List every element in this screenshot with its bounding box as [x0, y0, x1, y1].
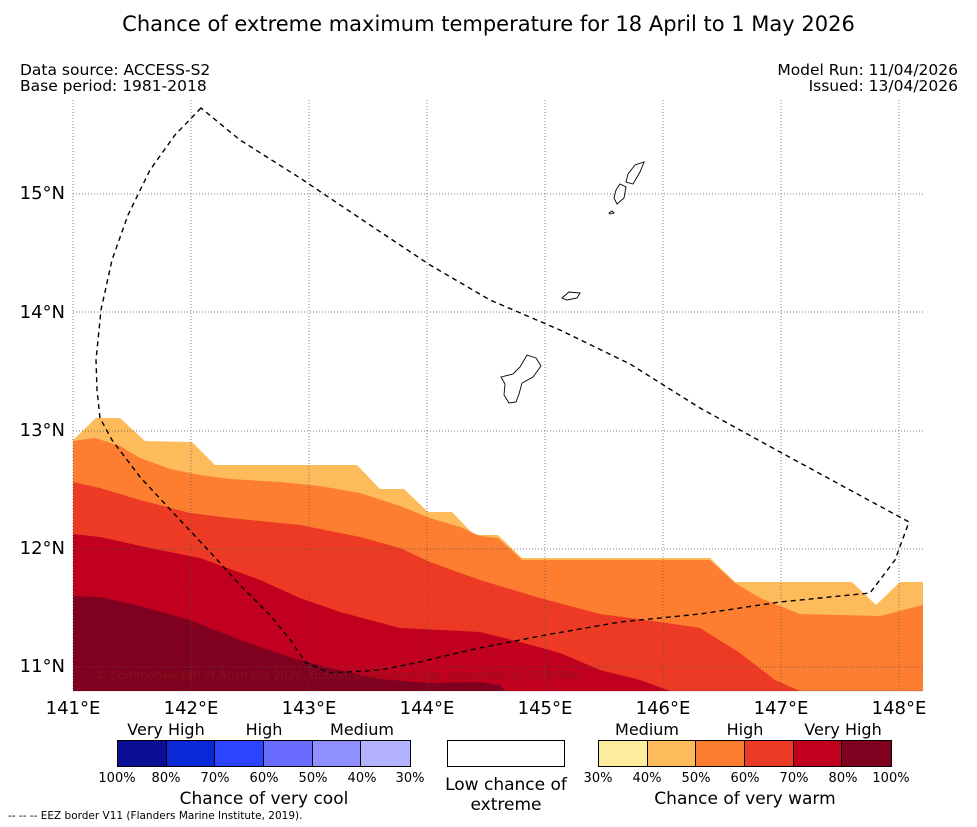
- warm-swatch-5: [793, 741, 843, 766]
- island-tinian: [613, 183, 627, 205]
- warm-category-medium: Medium: [615, 720, 679, 739]
- base-period-label: Base period: 1981-2018: [20, 77, 207, 95]
- chart-title: Chance of extreme maximum temperature fo…: [122, 12, 855, 36]
- islands: [500, 161, 645, 404]
- cool-pct-50: 50%: [298, 771, 328, 786]
- island-guam: [500, 354, 542, 404]
- lat-label-14: 14°N: [19, 302, 65, 323]
- warm-category-high: High: [726, 720, 764, 739]
- eez-legend-note: -- -- -- EEZ border V11 (Flanders Marine…: [8, 810, 303, 822]
- cool-category-high: High: [245, 720, 283, 739]
- lon-label-146: 146°E: [635, 698, 691, 719]
- warm-pct-80: 80%: [828, 771, 858, 786]
- warm-pct-70: 70%: [779, 771, 809, 786]
- low-chance-caption: Low chance of extreme: [445, 775, 567, 815]
- warm-bands: [73, 418, 923, 691]
- lon-label-147: 147°E: [753, 698, 809, 719]
- warm-pct-60: 60%: [730, 771, 760, 786]
- lon-label-142: 142°E: [163, 698, 219, 719]
- lon-label-148: 148°E: [871, 698, 927, 719]
- eez-border-line: [95, 107, 910, 674]
- cool-swatch-3: [215, 741, 265, 766]
- cool-caption: Chance of very cool: [179, 789, 349, 809]
- model-run-label: Model Run: 11/04/2026: [777, 61, 958, 79]
- low-chance-swatch: [447, 740, 565, 767]
- warm-pct-100: 100%: [872, 771, 910, 786]
- copyright-watermark: © Commonwealth of Australia 2026, Bureau…: [95, 668, 580, 682]
- warm-category-very-high: Very High: [804, 720, 882, 739]
- cool-swatch-4: [264, 741, 313, 766]
- cool-pct-30: 30%: [395, 771, 425, 786]
- cool-pct-100: 100%: [98, 771, 136, 786]
- warm-swatch-3: [696, 741, 746, 766]
- cool-swatch-6: [361, 741, 411, 766]
- warm-caption: Chance of very warm: [654, 789, 836, 809]
- warm-swatch-6: [842, 741, 892, 766]
- lat-label-13: 13°N: [19, 420, 65, 441]
- warm-colorbar: [598, 740, 892, 767]
- island-rota: [561, 291, 581, 301]
- cool-swatch-2: [166, 741, 216, 766]
- warm-pct-40: 40%: [632, 771, 662, 786]
- island-aguijan: [608, 210, 615, 215]
- cool-category-very-high: Very High: [127, 720, 205, 739]
- cool-swatch-1: [118, 741, 167, 766]
- lon-label-141: 141°E: [45, 698, 101, 719]
- warm-pct-50: 50%: [681, 771, 711, 786]
- cool-swatch-5: [312, 741, 362, 766]
- island-saipan: [625, 161, 645, 185]
- cool-colorbar: [117, 740, 411, 767]
- gridlines: [72, 100, 923, 691]
- issued-label: Issued: 13/04/2026: [808, 77, 958, 95]
- lon-label-145: 145°E: [517, 698, 573, 719]
- warm-swatch-1: [599, 741, 648, 766]
- warm-swatch-4: [745, 741, 794, 766]
- cool-category-medium: Medium: [330, 720, 394, 739]
- cool-pct-60: 60%: [249, 771, 279, 786]
- warm-swatch-2: [647, 741, 697, 766]
- lat-label-11: 11°N: [19, 656, 65, 677]
- data-source-label: Data source: ACCESS-S2: [20, 61, 211, 79]
- warm-pct-30: 30%: [583, 771, 613, 786]
- cool-pct-80: 80%: [151, 771, 181, 786]
- lat-label-12: 12°N: [19, 538, 65, 559]
- lon-label-143: 143°E: [281, 698, 337, 719]
- lon-label-144: 144°E: [399, 698, 455, 719]
- cool-pct-70: 70%: [200, 771, 230, 786]
- lat-label-15: 15°N: [19, 183, 65, 204]
- cool-pct-40: 40%: [347, 771, 377, 786]
